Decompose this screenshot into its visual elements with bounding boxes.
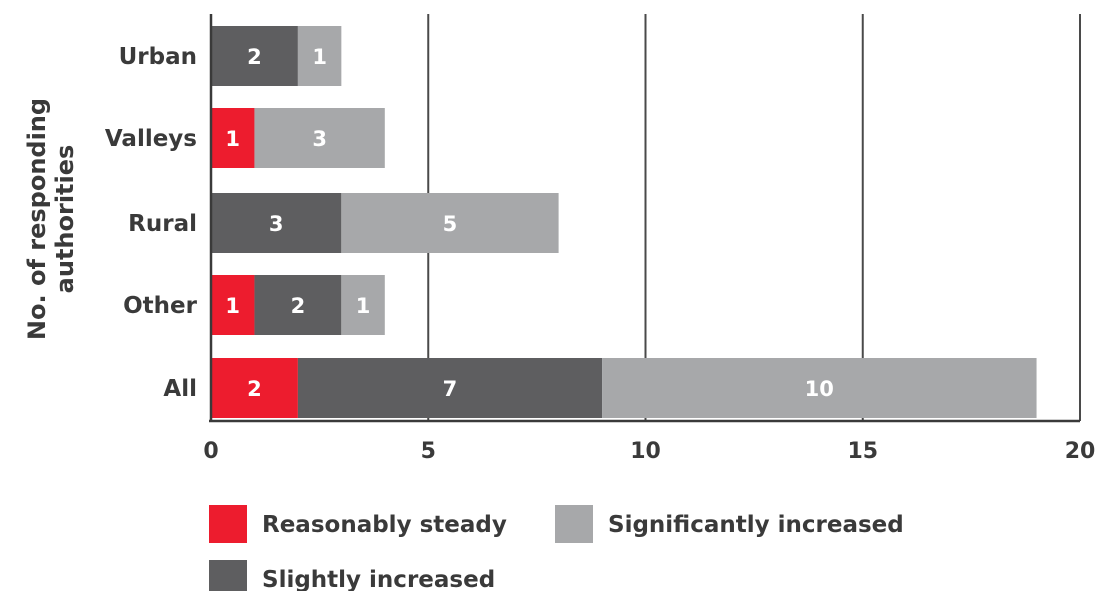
y-axis-title: No. of responding authorities (23, 98, 79, 340)
bar-value-valleys-significantly-increased: 3 (312, 127, 327, 151)
x-tick-label-10: 10 (630, 439, 661, 464)
category-label-rural: Rural (128, 211, 197, 237)
axes (209, 14, 1080, 423)
x-tick-label-5: 5 (421, 439, 436, 464)
bar-value-rural-significantly-increased: 5 (443, 212, 458, 236)
bar-value-other-reasonably-steady: 1 (225, 294, 240, 318)
bar-rural-slightly-increased (211, 193, 342, 253)
legend-swatch-significantly-increased (555, 505, 593, 543)
bar-other-significantly-increased (341, 275, 385, 335)
x-tick-label-0: 0 (203, 439, 218, 464)
x-tick-label-15: 15 (847, 439, 878, 464)
bar-value-urban-slightly-increased: 2 (247, 45, 262, 69)
category-label-urban: Urban (119, 44, 197, 70)
bar-value-urban-significantly-increased: 1 (312, 45, 327, 69)
legend-swatch-slightly-increased (209, 560, 247, 591)
bar-value-all-significantly-increased: 10 (805, 377, 834, 401)
legend-label-reasonably-steady: Reasonably steady (262, 512, 507, 538)
bar-rural-significantly-increased (341, 193, 559, 253)
x-tick-labels: 0 5 10 15 20 (203, 439, 1095, 464)
bar-urban-slightly-increased (211, 26, 298, 86)
bar-all-slightly-increased (297, 358, 603, 418)
x-tick-label-20: 20 (1065, 439, 1096, 464)
legend: Reasonably steady Slightly increased Signi… (209, 505, 904, 591)
category-labels: Urban Valleys Rural Other All (105, 44, 198, 402)
bar-valleys-reasonably-steady (211, 108, 255, 168)
bar-other-slightly-increased (254, 275, 342, 335)
bar-all-reasonably-steady (211, 358, 298, 418)
bar-value-valleys-reasonably-steady: 1 (225, 127, 240, 151)
bar-other-reasonably-steady (211, 275, 255, 335)
legend-swatch-reasonably-steady (209, 505, 247, 543)
bar-value-rural-slightly-increased: 3 (269, 212, 284, 236)
legend-label-slightly-increased: Slightly increased (262, 567, 495, 591)
category-label-other: Other (123, 293, 198, 319)
bar-value-all-slightly-increased: 7 (443, 377, 458, 401)
bar-valleys-significantly-increased (254, 108, 385, 168)
category-label-valleys: Valleys (105, 126, 197, 152)
legend-label-significantly-increased: Significantly increased (608, 512, 904, 538)
bar-value-all-reasonably-steady: 2 (247, 377, 262, 401)
bar-all-significantly-increased (602, 358, 1037, 418)
bars: 2 1 1 3 3 5 1 2 1 2 7 10 (211, 26, 1037, 418)
y-axis-title-line-1: No. of responding (23, 98, 51, 340)
bar-value-other-slightly-increased: 2 (291, 294, 306, 318)
bar-value-other-significantly-increased: 1 (356, 294, 371, 318)
category-label-all: All (163, 376, 197, 402)
y-axis-title-line-2: authorities (51, 145, 79, 294)
bar-urban-significantly-increased (297, 26, 342, 86)
